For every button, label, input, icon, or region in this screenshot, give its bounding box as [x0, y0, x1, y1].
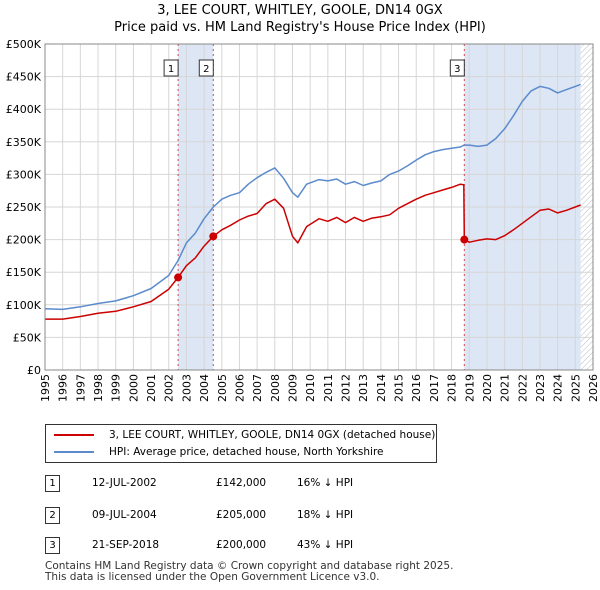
x-tick-label: 1997 [74, 374, 87, 402]
sale-point [209, 232, 218, 241]
x-tick-label: 2022 [516, 374, 529, 402]
sale-label: 2 [203, 64, 209, 75]
transaction-price: £205,000 [216, 509, 267, 521]
transaction-price: £200,000 [216, 539, 267, 551]
property-price-line [45, 183, 581, 320]
y-tick-label: £200K [6, 234, 42, 247]
transaction-hpi-diff: 18% ↓ HPI [297, 509, 354, 521]
x-tick-label: 1996 [57, 374, 70, 402]
hpi-line [44, 83, 581, 311]
price-chart: 1 2 3 1995 1996 1997 1998 1999 2000 2001 2002 2003… [6, 38, 600, 402]
x-tick-label: 2011 [322, 374, 335, 402]
footer-attribution: Contains HM Land Registry data © Crown c… [45, 561, 453, 583]
x-tick-label: 2002 [163, 374, 176, 402]
y-tick-label: £400K [6, 103, 42, 116]
transaction-date: 09-JUL-2004 [92, 509, 157, 521]
sale-label: 1 [168, 64, 174, 75]
x-tick-label: 2026 [587, 374, 600, 402]
x-tick-label: 2007 [251, 374, 264, 402]
x-tick-label: 1995 [39, 374, 52, 402]
chart-title: 3, LEE COURT, WHITLEY, GOOLE, DN14 0GX [157, 3, 443, 18]
legend-swatch-property [54, 434, 94, 436]
sale-point [460, 235, 469, 244]
x-tick-label: 2009 [286, 374, 299, 402]
x-tick-label: 2013 [357, 374, 370, 402]
sale-label-box [449, 59, 465, 77]
x-tick-label: 2023 [534, 374, 547, 402]
x-tick-label: 2004 [198, 374, 211, 402]
y-tick-label: £350K [6, 136, 42, 149]
legend-label-hpi: HPI: Average price, detached house, Nort… [109, 446, 384, 458]
x-tick-label: 2003 [180, 374, 193, 402]
chart-subtitle: Price paid vs. HM Land Registry's House … [114, 20, 486, 35]
y-tick-label: £250K [6, 201, 42, 214]
transaction-price: £142,000 [216, 477, 267, 489]
x-tick-label: 1998 [92, 374, 105, 402]
legend-label-property: 3, LEE COURT, WHITLEY, GOOLE, DN14 0GX (… [109, 429, 436, 441]
x-tick-label: 2016 [410, 374, 423, 402]
x-tick-label: 1999 [110, 374, 123, 402]
x-tick-label: 2025 [569, 374, 582, 402]
sale-label-box [198, 59, 214, 77]
legend-item-hpi: HPI: Average price, detached house, Nort… [54, 444, 384, 460]
footer-licence: This data is licensed under the Open Gov… [45, 571, 380, 583]
x-tick-label: 2015 [393, 374, 406, 402]
x-tick-label: 2012 [340, 374, 353, 402]
x-tick-label: 2014 [375, 374, 388, 402]
x-tick-label: 2018 [446, 374, 459, 402]
y-tick-label: £50K [13, 331, 42, 344]
y-tick-label: £300K [6, 168, 42, 181]
chart-legend: 3, LEE COURT, WHITLEY, GOOLE, DN14 0GX (… [45, 424, 437, 463]
x-tick-label: 2024 [552, 374, 565, 402]
x-tick-label: 2005 [216, 374, 229, 402]
x-tick-label: 2000 [127, 374, 140, 402]
sale-label-box [163, 59, 179, 77]
sale-point [174, 273, 183, 282]
y-tick-label: £0 [27, 364, 41, 377]
x-tick-label: 2008 [269, 374, 282, 402]
x-tick-label: 2001 [145, 374, 158, 402]
plot-border [44, 43, 594, 371]
transaction-number-badge: 1 [45, 474, 60, 492]
transaction-number-badge: 3 [45, 536, 60, 554]
y-tick-label: £450K [6, 71, 42, 84]
x-tick-label: 2006 [233, 374, 246, 402]
y-tick-label: £500K [6, 38, 42, 51]
transaction-hpi-diff: 16% ↓ HPI [297, 477, 354, 489]
footer-copyright: Contains HM Land Registry data © Crown c… [45, 560, 454, 572]
transaction-hpi-diff: 43% ↓ HPI [297, 539, 354, 551]
x-tick-label: 2019 [463, 374, 476, 402]
transaction-date: 21-SEP-2018 [92, 539, 160, 551]
x-tick-label: 2010 [304, 374, 317, 402]
x-tick-label: 2017 [428, 374, 441, 402]
y-tick-label: £100K [6, 299, 42, 312]
x-tick-label: 2021 [499, 374, 512, 402]
legend-item-property: 3, LEE COURT, WHITLEY, GOOLE, DN14 0GX (… [54, 427, 435, 443]
transaction-number-badge: 2 [45, 506, 60, 524]
legend-swatch-hpi [54, 451, 94, 453]
transaction-date: 12-JUL-2002 [92, 477, 157, 489]
sale-label: 3 [454, 64, 460, 75]
x-tick-label: 2020 [481, 374, 494, 402]
y-tick-label: £150K [6, 266, 42, 279]
